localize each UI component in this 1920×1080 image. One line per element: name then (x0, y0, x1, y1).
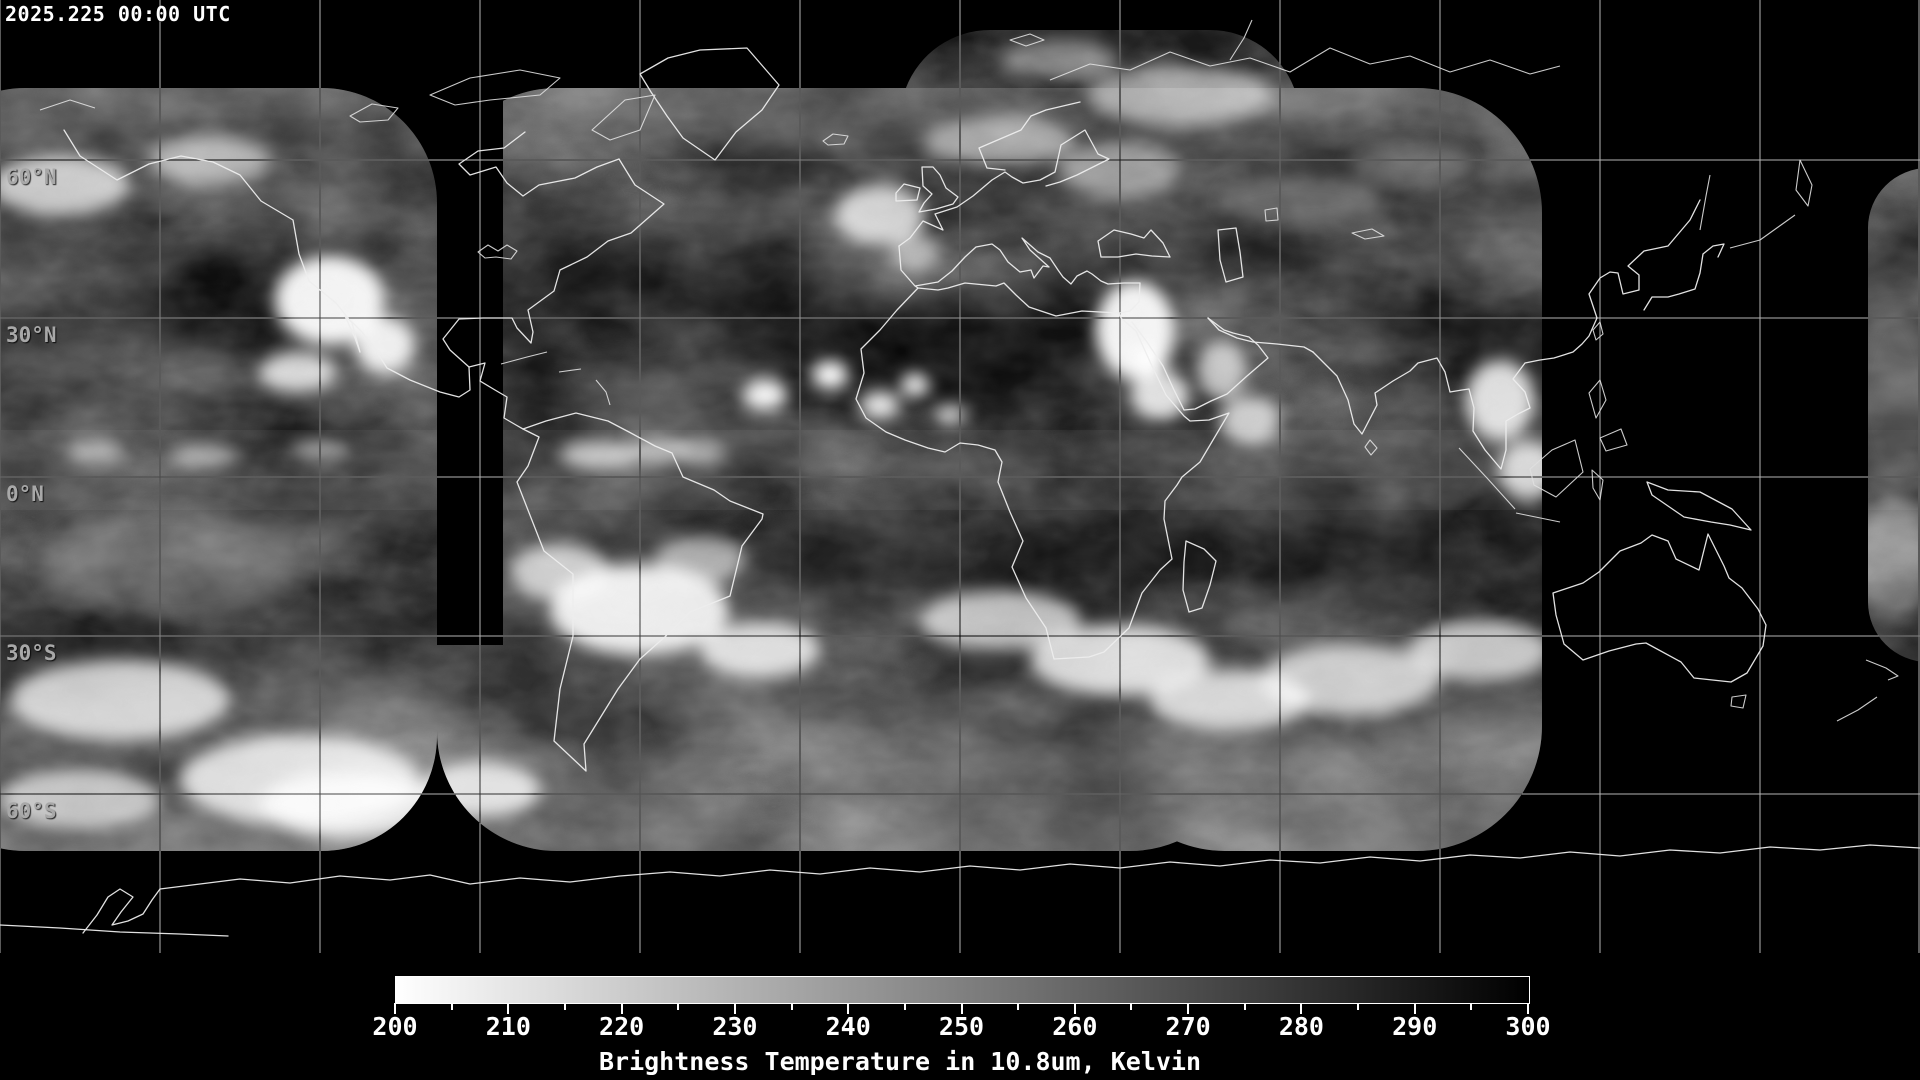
colorbar-tick-label: 210 (486, 1012, 531, 1041)
colorbar-tick-label: 260 (1052, 1012, 1097, 1041)
latitude-label: 60°N (6, 165, 57, 189)
satellite-composite-view: 2025.225 00:00 UTC 60°N 30°N 0°N 30°S 60°S 2… (0, 0, 1920, 1080)
colorbar-tick-label: 280 (1279, 1012, 1324, 1041)
colorbar-legend: 200 210 220 230 240 250 260 270 280 290 300 Bright… (0, 953, 1920, 1080)
timestamp-label: 2025.225 00:00 UTC (5, 2, 231, 26)
colorbar-minor-tick (564, 1003, 566, 1010)
colorbar-minor-tick (1017, 1003, 1019, 1010)
colorbar-minor-tick (677, 1003, 679, 1010)
colorbar-minor-tick (451, 1003, 453, 1010)
latitude-label: 30°N (6, 323, 57, 347)
latitude-label: 60°S (6, 799, 57, 823)
colorbar-minor-tick (1130, 1003, 1132, 1010)
colorbar-tick-label: 240 (826, 1012, 871, 1041)
colorbar-tick-label: 270 (1166, 1012, 1211, 1041)
colorbar-caption: Brightness Temperature in 10.8um, Kelvin (599, 1047, 1201, 1076)
latitude-label: 0°N (6, 482, 44, 506)
colorbar-minor-tick (904, 1003, 906, 1010)
colorbar-tick-label: 220 (599, 1012, 644, 1041)
colorbar-tick-label: 290 (1392, 1012, 1437, 1041)
colorbar-minor-tick (1357, 1003, 1359, 1010)
colorbar-tick-label: 300 (1505, 1012, 1550, 1041)
colorbar-minor-tick (1470, 1003, 1472, 1010)
global-ir-satellite-map (0, 0, 1920, 953)
latitude-label: 30°S (6, 641, 57, 665)
colorbar-minor-tick (1244, 1003, 1246, 1010)
colorbar-tick-label: 250 (939, 1012, 984, 1041)
colorbar-tick-label: 200 (372, 1012, 417, 1041)
colorbar-minor-tick (791, 1003, 793, 1010)
colorbar-gradient (395, 976, 1530, 1004)
colorbar-tick-label: 230 (712, 1012, 757, 1041)
